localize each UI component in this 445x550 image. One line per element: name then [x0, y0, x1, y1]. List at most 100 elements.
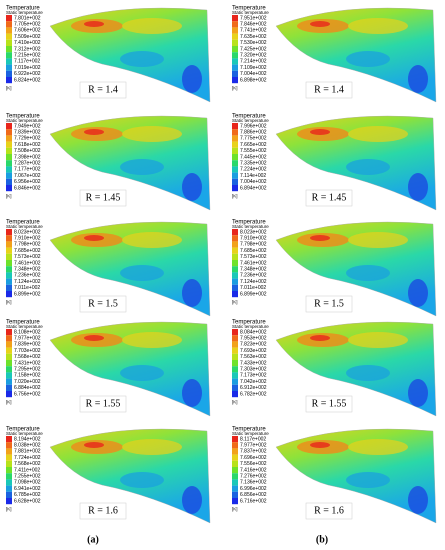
legend-subtitle: Static temperature — [6, 118, 43, 123]
legend-swatch — [232, 141, 238, 148]
legend-level: 7.823e+002 — [240, 342, 267, 348]
legend-level: 7.953e+002 — [240, 336, 267, 342]
r-label: R = 1.5 — [88, 298, 118, 309]
legend-swatch — [6, 442, 12, 449]
legend-swatch — [6, 266, 12, 273]
legend-subtitle: Static temperature — [6, 431, 43, 436]
legend-level: 7.798e+002 — [14, 242, 41, 248]
legend-swatch — [6, 278, 12, 285]
legend-swatch — [6, 479, 12, 486]
legend-level: 8.108e+002 — [14, 329, 41, 335]
legend-swatch — [232, 241, 238, 248]
legend-swatch — [232, 454, 238, 461]
legend-swatch — [232, 329, 238, 336]
legend-swatch — [232, 436, 238, 443]
warm-zone — [122, 18, 182, 34]
legend-level: 7.214e+002 — [240, 59, 267, 65]
legend-swatch — [6, 454, 12, 461]
cool-zone — [346, 159, 390, 175]
legend-swatch — [6, 353, 12, 360]
hot-core — [310, 442, 330, 448]
legend-swatch — [232, 46, 238, 53]
legend-swatch — [232, 166, 238, 173]
legend-level: 7.573e+002 — [14, 254, 41, 260]
cold-zone — [408, 486, 428, 514]
legend-level: 7.124e+002 — [240, 279, 267, 285]
warm-zone — [348, 332, 408, 348]
legend-title: Temperature — [6, 114, 40, 120]
legend-swatch — [6, 141, 12, 148]
hot-core — [310, 335, 330, 341]
legend-swatch — [6, 436, 12, 443]
cool-zone — [120, 265, 164, 281]
legend-swatch — [232, 178, 238, 185]
legend-level: 7.724e+002 — [14, 455, 41, 461]
warm-zone — [348, 439, 408, 455]
legend-level: 7.224e+002 — [240, 167, 267, 173]
cool-zone — [346, 472, 390, 488]
r-label-box — [305, 189, 353, 207]
legend-swatch — [6, 467, 12, 474]
legend-level: 7.020e+002 — [14, 379, 41, 385]
legend-level: 7.846e+002 — [240, 22, 267, 28]
legend-level: 7.556e+002 — [240, 461, 267, 467]
legend-swatch — [6, 154, 12, 161]
legend-swatch — [232, 135, 238, 142]
legend-level: 6.894e+002 — [240, 185, 267, 191]
r-label: R = 1.6 — [88, 505, 118, 516]
legend-swatch — [6, 15, 12, 22]
legend-swatch — [6, 129, 12, 136]
legend-level: 7.295e+002 — [14, 367, 41, 373]
legend-swatch — [232, 491, 238, 498]
legend-level: 7.011e+002 — [14, 285, 40, 291]
legend-level: 7.530e+002 — [240, 40, 267, 46]
legend-level: 7.287e+002 — [14, 161, 41, 167]
legend-level: 6.922e+002 — [14, 71, 41, 77]
legend-level: 7.114e+002 — [240, 173, 266, 179]
legend-swatch — [6, 272, 12, 279]
hot-core — [310, 235, 330, 241]
legend-level: 7.568e+002 — [14, 354, 41, 360]
r-label: R = 1.4 — [314, 84, 344, 95]
legend-unit: [K] — [6, 399, 12, 404]
legend-level: 6.824e+002 — [14, 77, 41, 83]
legend-swatch — [6, 135, 12, 142]
legend-level: 8.023e+002 — [240, 229, 267, 235]
legend-swatch — [6, 147, 12, 154]
legend-level: 7.775e+002 — [240, 136, 267, 142]
legend-level: 7.335e+002 — [240, 161, 267, 167]
legend-swatch — [6, 260, 12, 267]
legend-level: 7.215e+002 — [14, 53, 41, 59]
cool-zone — [346, 51, 390, 67]
legend-swatch — [232, 442, 238, 449]
legend-level: 8.194e+002 — [14, 436, 41, 442]
legend-swatch — [232, 247, 238, 254]
legend-level: 7.508e+002 — [14, 148, 41, 154]
legend-unit: [K] — [6, 193, 12, 198]
legend-level: 7.996e+002 — [240, 123, 267, 129]
r-label: R = 1.45 — [312, 192, 347, 203]
legend-subtitle: Static temperature — [232, 118, 269, 123]
legend-unit: [K] — [232, 193, 238, 198]
legend-swatch — [232, 372, 238, 379]
legend-swatch — [6, 229, 12, 236]
legend-level: 7.276e+002 — [240, 474, 267, 480]
legend-level: 7.886e+002 — [240, 130, 267, 136]
legend-swatch — [232, 347, 238, 354]
legend-swatch — [6, 247, 12, 254]
r-label: R = 1.5 — [314, 298, 344, 309]
cool-zone — [120, 472, 164, 488]
legend-level: 6.884e+002 — [14, 385, 41, 391]
column-caption: (b) — [316, 534, 328, 545]
legend-swatch — [6, 160, 12, 167]
legend-level: 7.109e+002 — [240, 65, 267, 71]
legend-swatch — [232, 52, 238, 59]
legend-level: 7.067e+002 — [14, 173, 41, 179]
legend-swatch — [6, 384, 12, 391]
legend-swatch — [6, 460, 12, 467]
legend-swatch — [232, 384, 238, 391]
legend-level: 7.951e+002 — [240, 15, 267, 21]
